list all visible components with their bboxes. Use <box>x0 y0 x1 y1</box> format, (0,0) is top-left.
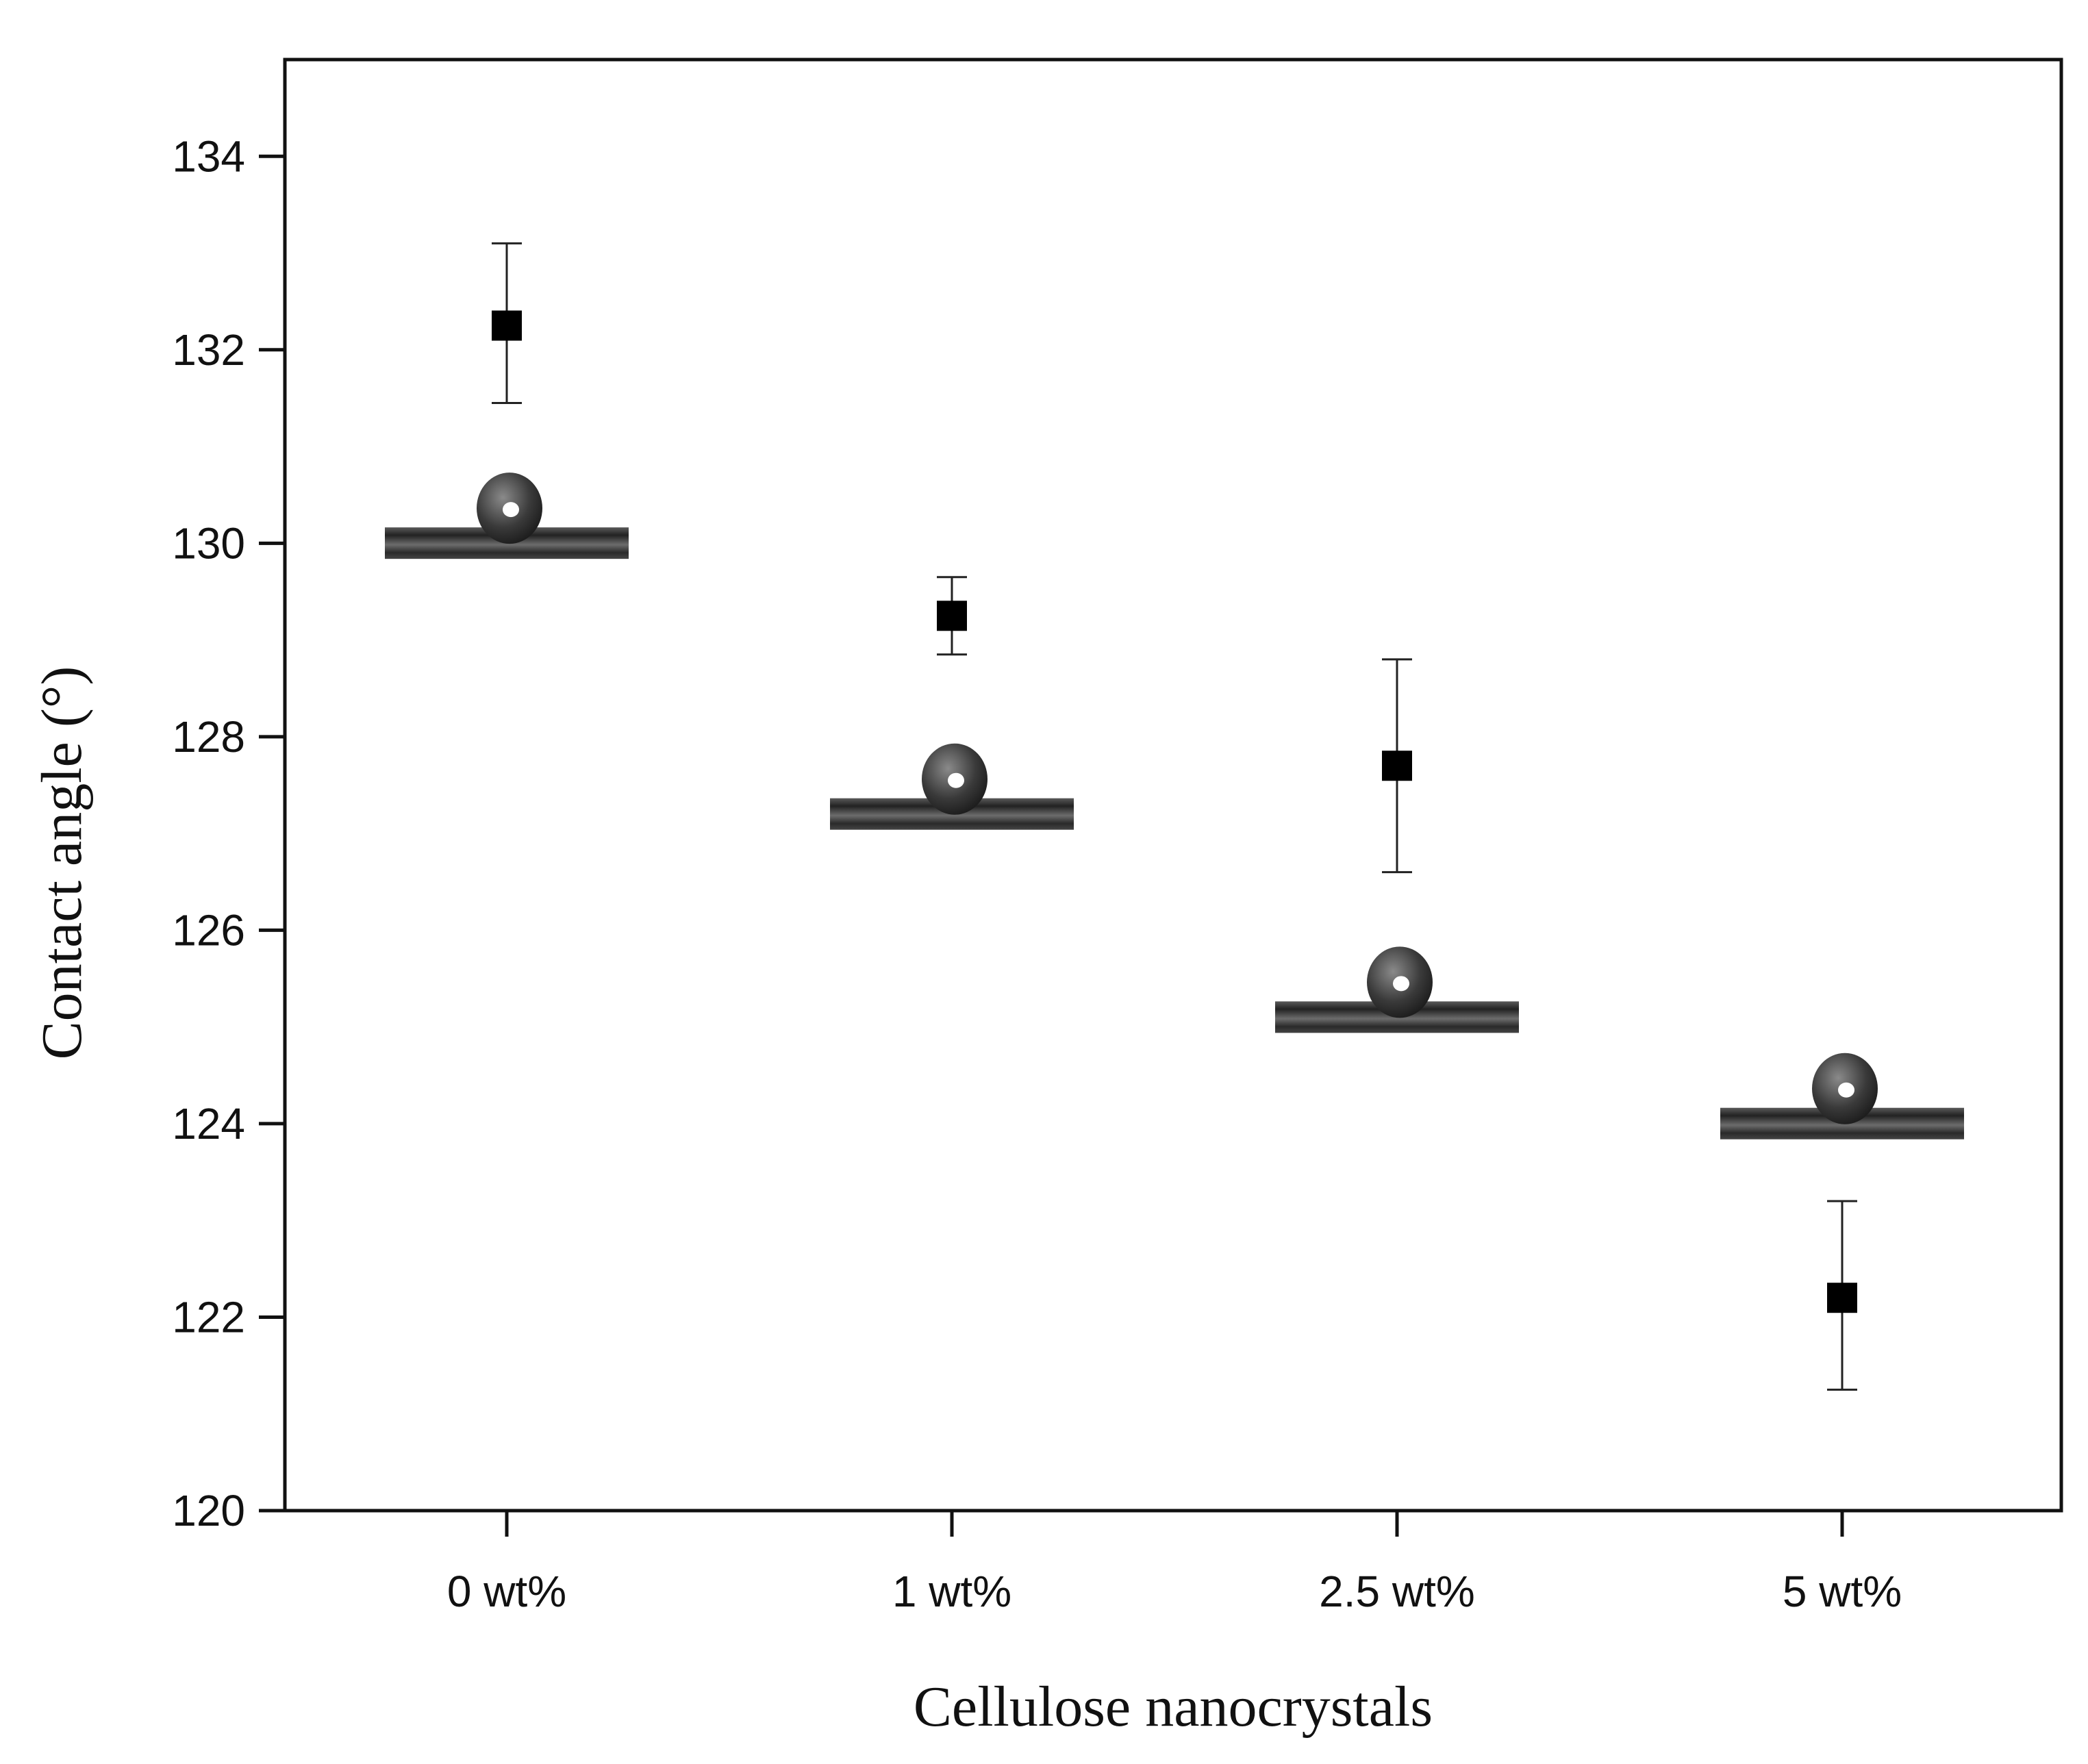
droplet-inset <box>830 743 1074 830</box>
y-tick-label: 124 <box>172 1099 245 1148</box>
y-axis-tick-labels: 120 122 124 126 128 130 132 134 <box>172 131 245 1535</box>
data-points <box>492 310 1857 1313</box>
y-tick-label: 128 <box>172 712 245 761</box>
droplet-inset <box>385 473 629 559</box>
y-tick-label: 122 <box>172 1292 245 1341</box>
x-tick-label: 2.5 wt% <box>1319 1567 1475 1616</box>
y-tick-label: 130 <box>172 518 245 568</box>
data-point <box>1827 1283 1857 1313</box>
x-tick-label: 5 wt% <box>1783 1567 1902 1616</box>
droplet-highlight <box>948 772 964 788</box>
y-tick-label: 120 <box>172 1486 245 1535</box>
x-axis-tick-labels: 0 wt% 1 wt% 2.5 wt% 5 wt% <box>447 1567 1902 1616</box>
y-tick-label: 132 <box>172 325 245 375</box>
y-tick-label: 134 <box>172 131 245 181</box>
droplet-highlight <box>1393 976 1409 992</box>
x-axis-ticks <box>505 1511 1844 1537</box>
droplet-inset <box>1275 946 1519 1033</box>
y-tick-label: 126 <box>172 905 245 955</box>
data-point <box>937 601 967 631</box>
droplet-insets <box>385 473 1964 1139</box>
x-tick-label: 1 wt% <box>892 1567 1011 1616</box>
data-point <box>492 310 522 341</box>
x-axis-title: Cellulose nanocrystals <box>914 1675 1433 1739</box>
droplet-highlight <box>503 502 519 518</box>
y-axis-title: Contact angle (°) <box>30 666 94 1060</box>
data-point <box>1382 751 1412 781</box>
y-axis-ticks <box>259 154 285 1513</box>
plot-area <box>283 58 2063 1513</box>
droplet-inset <box>1720 1053 1964 1139</box>
droplet-highlight <box>1838 1082 1854 1098</box>
x-tick-label: 0 wt% <box>447 1567 566 1616</box>
